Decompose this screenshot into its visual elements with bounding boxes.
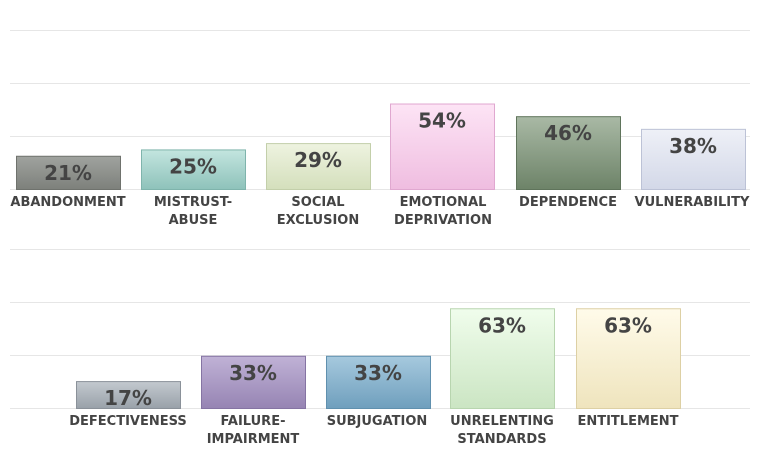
bar [76,381,181,409]
category-label: DEPENDENCE [519,195,617,210]
category-label: SUBJUGATION [327,414,428,429]
value-label: 29% [294,148,342,172]
gridlines [10,30,750,190]
value-label: 25% [169,154,217,178]
bar [201,355,306,409]
value-label: 54% [418,109,466,133]
value-label: 21% [44,161,92,185]
bar [266,143,371,191]
bar [326,355,431,409]
category-label: SOCIAL EXCLUSION [277,195,360,228]
category-label: MISTRUST-ABUSE [154,195,232,228]
bar [141,149,246,191]
value-label: 46% [544,121,592,145]
value-label: 63% [604,313,652,337]
chart-bottom: 17% DEFECTIVENESS 33% FAILURE-IMPAIRMENT 33%… [10,249,750,447]
bar [641,128,746,190]
value-label: 63% [478,313,526,337]
chart-top: 21% ABANDONMENT 25% MISTRUST-ABUSE 29% SOCIAL… [10,30,750,228]
bar [516,116,621,190]
category-label: ENTITLEMENT [577,414,678,429]
value-label: 33% [229,361,277,385]
value-label: 33% [354,361,402,385]
bar [450,308,555,409]
category-label: ABANDONMENT [10,195,125,210]
value-label: 17% [104,386,152,410]
bar [16,155,121,191]
category-label: FAILURE-IMPAIRMENT [207,414,300,447]
category-label: DEFECTIVENESS [69,414,187,429]
category-label: EMOTIONAL DEPRIVATION [394,195,492,228]
bar [390,103,495,190]
category-label: VULNERABILITY [635,195,750,210]
bar [576,308,681,409]
value-label: 38% [669,134,717,158]
category-label: UNRELENTING STANDARDS [450,414,554,447]
